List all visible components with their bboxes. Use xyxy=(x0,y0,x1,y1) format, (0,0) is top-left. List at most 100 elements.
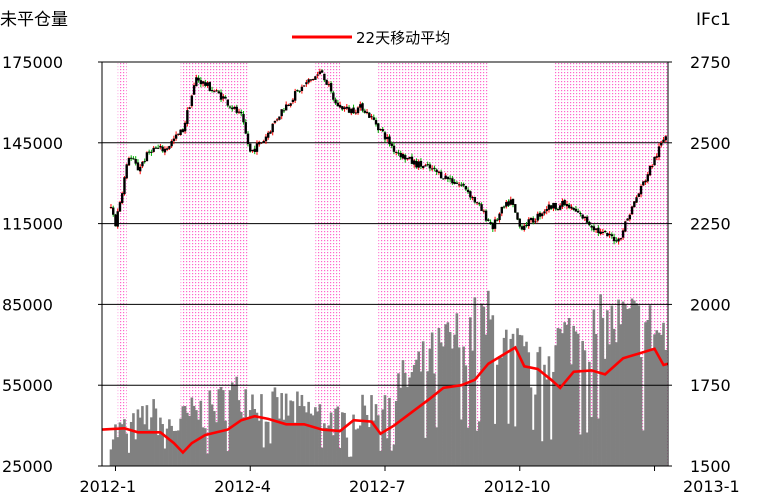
volume-bar xyxy=(123,419,126,466)
volume-bar xyxy=(329,412,333,466)
volume-bar xyxy=(213,411,216,466)
candle-body xyxy=(356,107,360,114)
volume-bar xyxy=(410,372,414,466)
candle-body xyxy=(572,207,575,210)
candle-body xyxy=(583,216,587,219)
shaded-band xyxy=(315,62,341,466)
candle-body xyxy=(224,96,227,99)
volume-bar xyxy=(374,404,378,466)
candle-body xyxy=(480,204,483,211)
candle-body xyxy=(240,111,243,114)
candle-body xyxy=(637,193,641,197)
volume-bar xyxy=(574,331,578,466)
volume-bar xyxy=(504,329,508,466)
volume-bar xyxy=(536,352,540,466)
volume-bar xyxy=(619,324,623,466)
volume-bar xyxy=(221,390,225,466)
volume-bar xyxy=(565,324,569,466)
volume-bar xyxy=(132,413,135,466)
volume-bar xyxy=(136,409,140,466)
candle-body xyxy=(125,164,128,179)
candle-body xyxy=(280,109,283,117)
volume-bar xyxy=(188,416,191,466)
volume-bar xyxy=(370,395,373,466)
volume-bar xyxy=(264,421,268,466)
volume-bar xyxy=(190,397,194,466)
candle-body xyxy=(116,211,119,227)
candle-body xyxy=(489,221,492,225)
candle-body xyxy=(374,119,378,125)
candle-body xyxy=(255,143,259,152)
candle-body xyxy=(325,79,328,85)
candle-body xyxy=(660,142,663,146)
volume-bar xyxy=(527,352,531,466)
volume-bar xyxy=(401,360,405,466)
left-axis-title: 未平仓量 xyxy=(0,10,68,30)
candle-body xyxy=(487,219,490,221)
candle-body xyxy=(442,178,445,180)
volume-bar xyxy=(347,456,351,466)
candle-body xyxy=(258,141,261,145)
candle-body xyxy=(475,202,479,204)
candle-body xyxy=(655,156,658,158)
candle-body xyxy=(612,236,616,242)
candle-body xyxy=(121,193,124,204)
candle-body xyxy=(237,111,241,113)
volume-bar xyxy=(219,386,223,466)
candle-body xyxy=(354,112,358,114)
candle-body xyxy=(579,213,582,215)
candle-body xyxy=(260,142,263,144)
volume-bar xyxy=(291,401,295,466)
candle-body xyxy=(170,140,173,147)
candle-body xyxy=(464,185,468,190)
volume-bar xyxy=(583,350,587,466)
candle-body xyxy=(417,161,420,168)
candle-body xyxy=(199,80,203,85)
candle-body xyxy=(242,113,245,123)
volume-bar xyxy=(448,332,452,466)
volume-bar xyxy=(590,416,593,466)
volume-bar xyxy=(365,414,369,466)
right-axis-title: IFc1 xyxy=(696,10,731,30)
volume-bar xyxy=(554,345,557,466)
candle-body xyxy=(547,204,551,210)
volume-bar xyxy=(446,322,450,466)
candle-body xyxy=(183,122,187,132)
candle-body xyxy=(154,147,158,149)
volume-bar xyxy=(217,389,221,466)
volume-bar xyxy=(111,439,115,466)
volume-bar xyxy=(487,290,490,466)
volume-bar xyxy=(466,427,470,466)
volume-bar xyxy=(635,303,638,466)
candle-body xyxy=(305,82,308,85)
volume-bar xyxy=(143,424,146,466)
volume-bar xyxy=(372,420,376,466)
candle-body xyxy=(186,110,189,125)
candle-body xyxy=(570,206,573,209)
candle-body xyxy=(372,117,375,120)
candle-body xyxy=(370,116,373,118)
candle-body xyxy=(269,131,272,134)
moving-average-line xyxy=(101,345,669,455)
candle-body xyxy=(648,166,652,176)
candle-body xyxy=(138,166,142,172)
candle-body xyxy=(567,204,571,208)
candle-body xyxy=(545,209,548,212)
candle-body xyxy=(594,228,598,230)
volume-bar xyxy=(567,317,571,466)
candle-body xyxy=(493,219,497,229)
candle-body xyxy=(190,95,194,107)
candle-body xyxy=(327,84,331,86)
volume-bar xyxy=(278,418,281,466)
volume-bar xyxy=(412,365,416,466)
volume-bar xyxy=(572,325,575,466)
volume-bar xyxy=(491,315,495,466)
volume-bar xyxy=(352,414,355,466)
candle-body xyxy=(307,79,310,83)
candle-body xyxy=(574,208,578,212)
candle-body xyxy=(123,177,126,195)
volume-bar xyxy=(224,420,227,466)
legend-label: 22天移动平均 xyxy=(356,29,450,47)
volume-bar xyxy=(125,433,129,466)
volume-bar xyxy=(266,421,270,466)
